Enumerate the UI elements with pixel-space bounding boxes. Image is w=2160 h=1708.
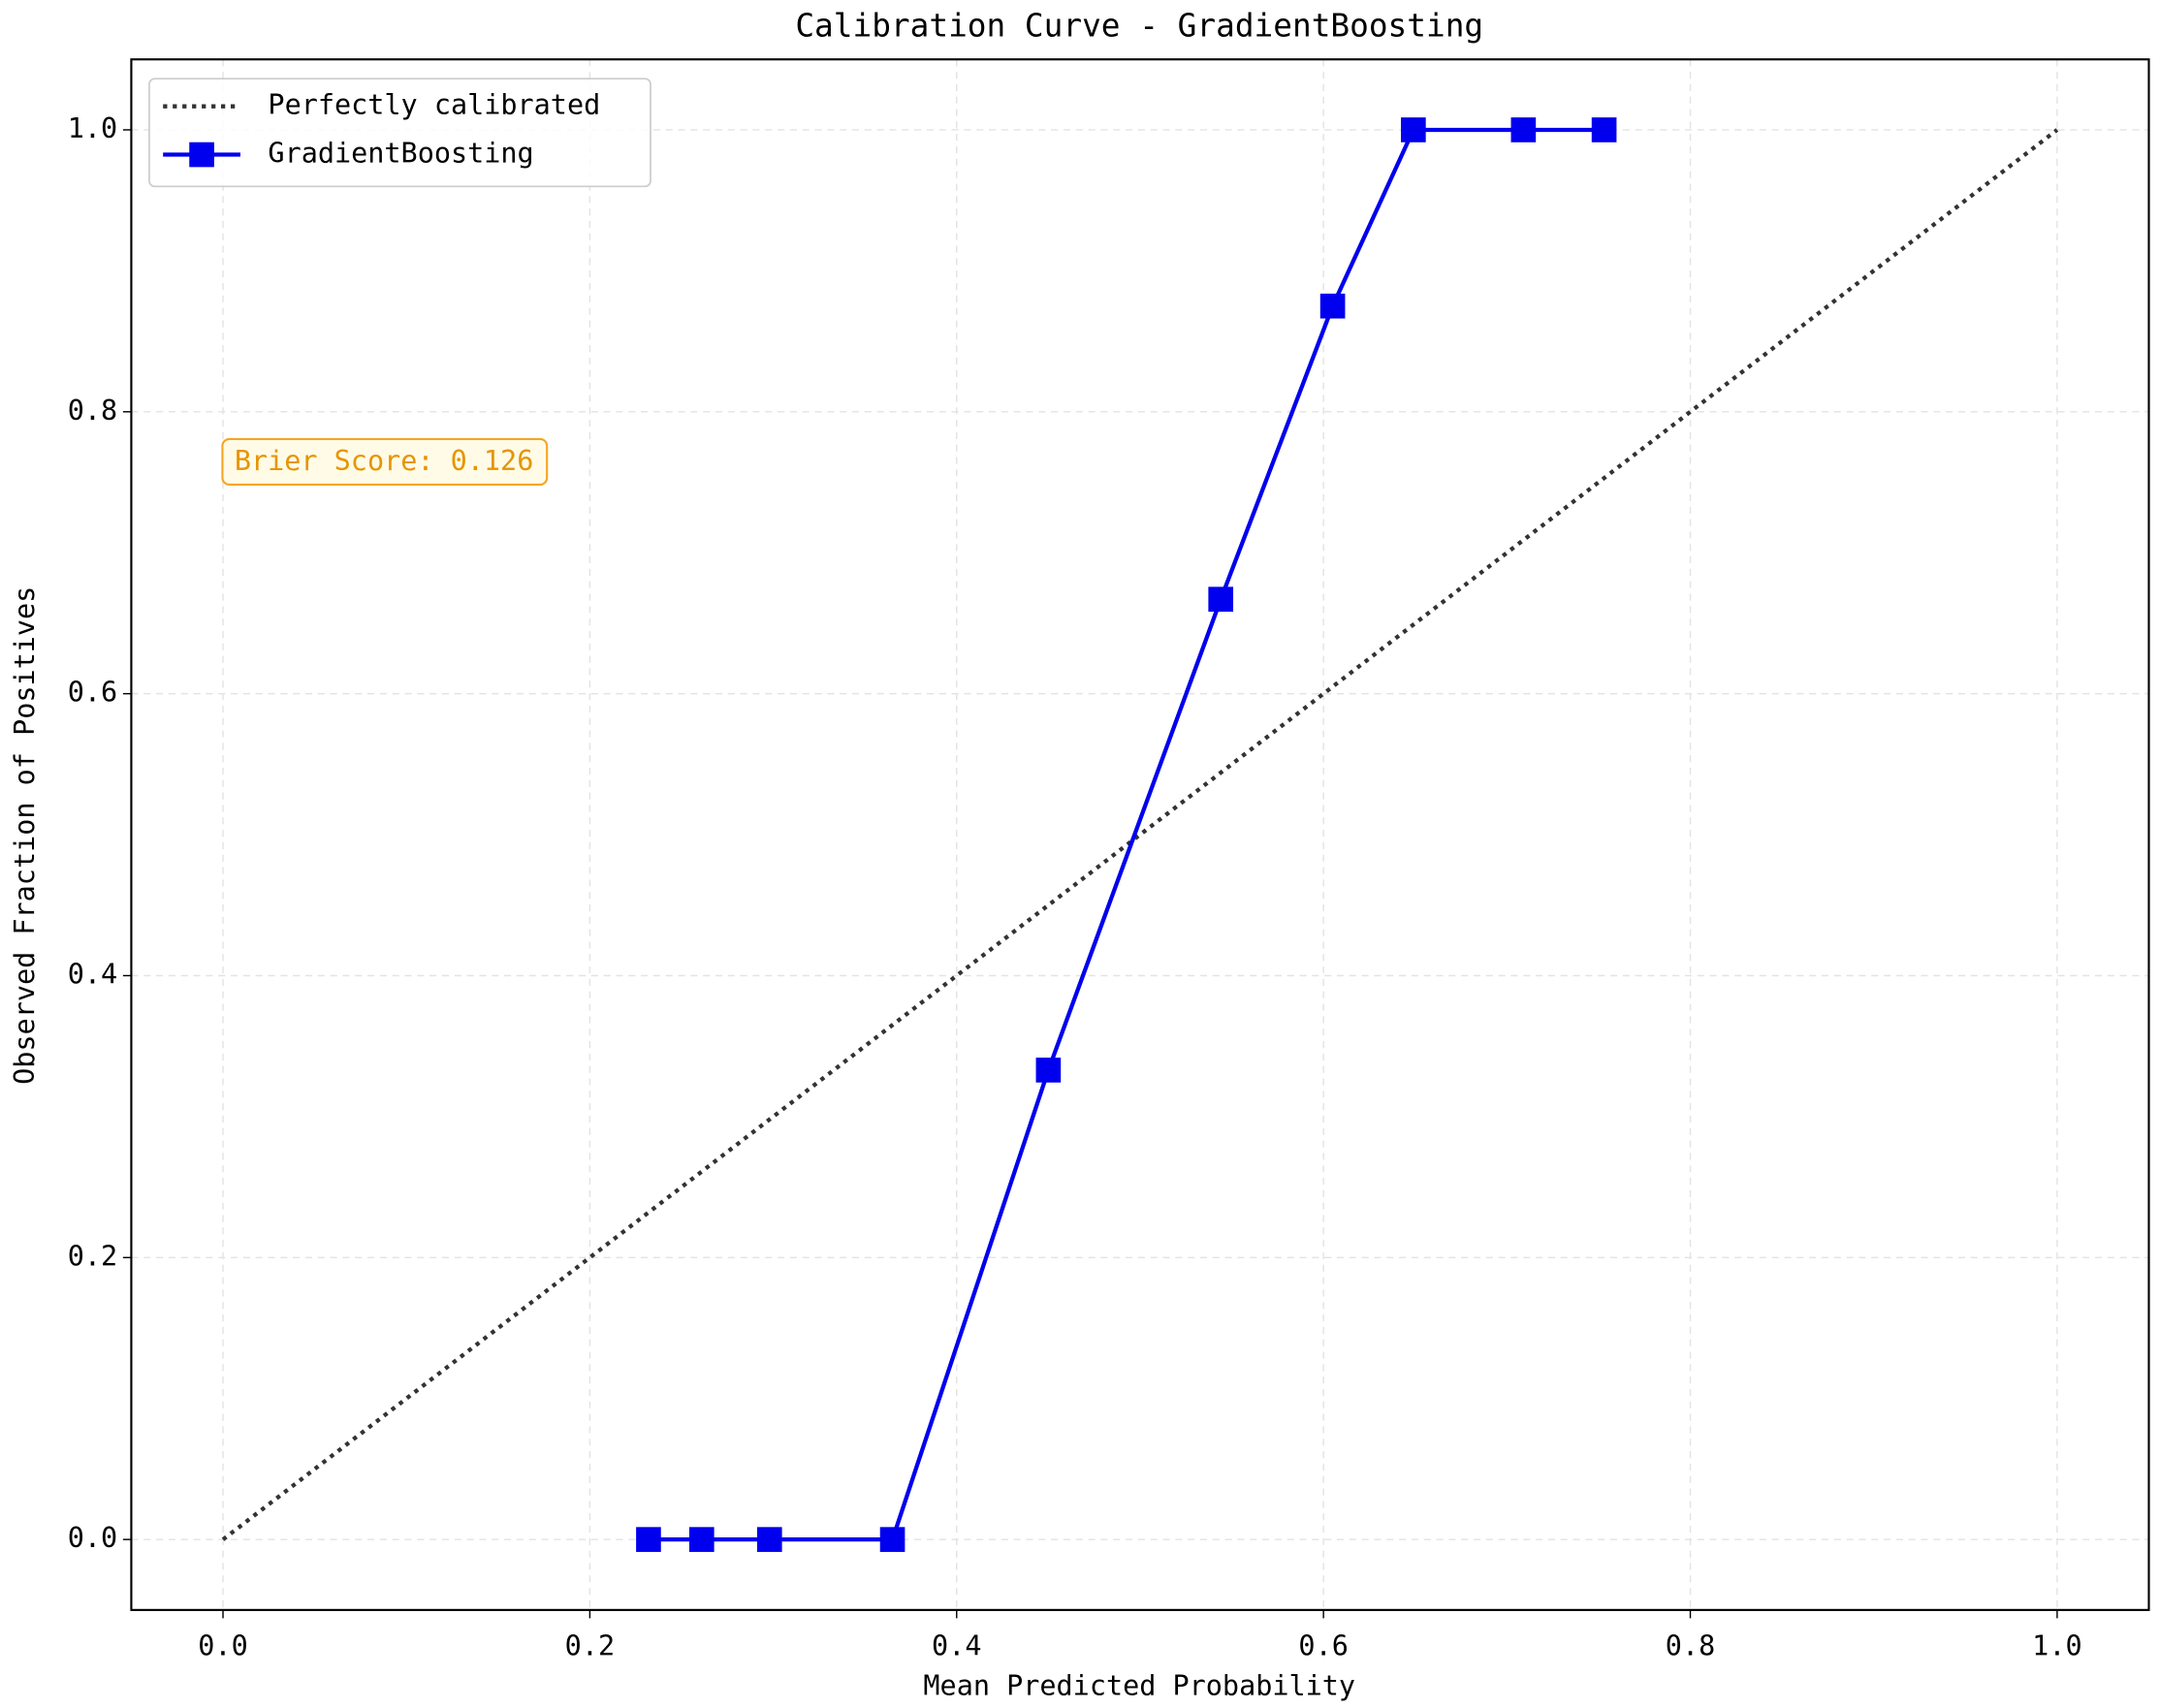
- marker: [688, 1527, 715, 1552]
- y-axis-label: Observed Fraction of Positives: [9, 586, 41, 1085]
- marker: [1208, 586, 1234, 613]
- legend-box: [148, 78, 651, 188]
- x-tick-label: 0.2: [565, 1629, 615, 1661]
- y-tick-label: 1.0: [68, 112, 117, 144]
- marker: [636, 1527, 661, 1552]
- y-tick-label: 0.8: [68, 395, 117, 427]
- marker: [1319, 293, 1346, 319]
- x-tick-label: 0.6: [1298, 1629, 1348, 1661]
- chart-title: Calibration Curve - GradientBoosting: [795, 7, 1483, 44]
- x-tick-label: 1.0: [2032, 1629, 2081, 1661]
- y-tick-label: 0.6: [68, 677, 117, 709]
- annotation: Brier Score: 0.126: [235, 445, 534, 477]
- legend-label: Perfectly calibrated: [268, 89, 600, 121]
- legend-marker: [189, 142, 214, 168]
- x-tick-label: 0.4: [932, 1629, 981, 1661]
- marker: [879, 1527, 905, 1552]
- marker: [1035, 1058, 1062, 1083]
- marker: [1510, 117, 1537, 142]
- plot-frame: [130, 58, 2150, 1611]
- marker: [1591, 117, 1617, 142]
- series-line: [648, 127, 1604, 1542]
- y-tick-label: 0.0: [68, 1522, 117, 1554]
- y-tick-label: 0.2: [68, 1240, 117, 1272]
- legend-label: GradientBoosting: [268, 138, 533, 170]
- annotation-box: [221, 437, 549, 487]
- marker: [756, 1527, 782, 1552]
- x-tick-label: 0.8: [1666, 1629, 1715, 1661]
- x-axis-label: Mean Predicted Probability: [923, 1670, 1355, 1702]
- y-tick-label: 0.4: [68, 958, 117, 990]
- marker: [1401, 117, 1426, 142]
- x-tick-label: 0.0: [198, 1629, 247, 1661]
